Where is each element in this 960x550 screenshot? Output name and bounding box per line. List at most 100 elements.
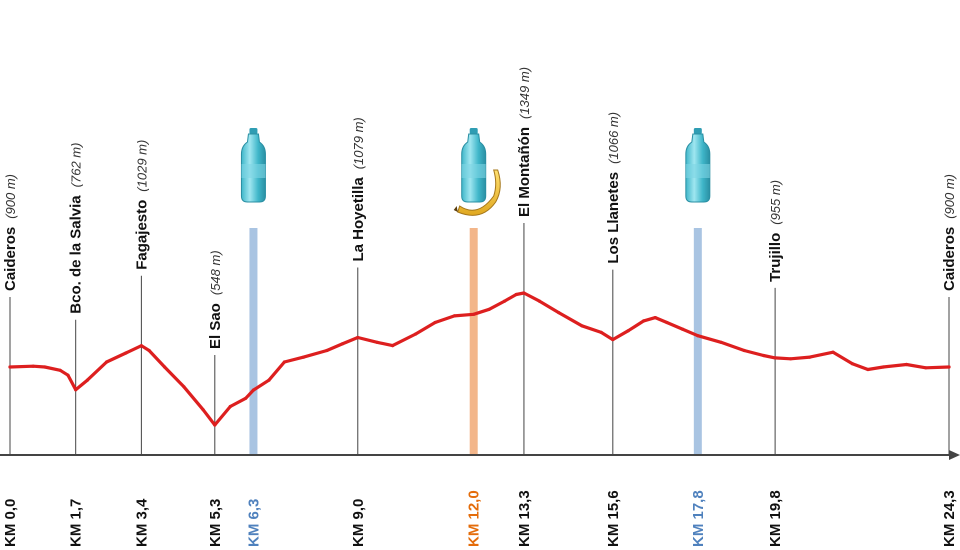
waypoint-name: Caideros: [941, 227, 958, 291]
waypoint-elevation: (1349 m): [517, 67, 532, 119]
km-tick-label: KM 19,8: [767, 490, 784, 547]
elevation-point: [282, 360, 286, 364]
elevation-point: [537, 299, 542, 303]
elevation-point: [626, 329, 630, 333]
km-tick-label: KM 0,0: [2, 499, 19, 547]
km-labels: KM 0,0 KM 1,7 KM 3,4 KM 5,3 KM 9,0 KM 13,3 KM …: [2, 490, 958, 547]
elevation-point: [302, 355, 306, 359]
elevation-point: [375, 340, 379, 344]
elevation-point: [503, 299, 507, 303]
waypoint-label: Caideros (900 m): [2, 174, 19, 291]
waypoint-label: Caideros (900 m): [941, 174, 958, 291]
elevation-point: [163, 365, 167, 369]
elevation-series: [8, 291, 951, 427]
elevation-point: [433, 320, 437, 325]
elevation-point: [267, 378, 271, 382]
waypoint-label: El Montañón (1349 m): [516, 67, 533, 217]
elevation-point: [789, 357, 793, 361]
elevation-point: [147, 348, 151, 353]
elevation-point: [680, 327, 685, 331]
elevation-point: [105, 360, 109, 364]
km-tick-label: KM 5,3: [207, 499, 224, 547]
elevation-point: [8, 365, 12, 369]
bottle-label: [461, 164, 486, 178]
elevation-point: [356, 335, 360, 340]
elevation-point: [850, 362, 855, 366]
waypoint-elevation: (900 m): [3, 174, 18, 219]
elevation-point: [904, 362, 909, 367]
waypoint-name: El Sao: [207, 303, 224, 349]
elevation-point: [414, 332, 418, 336]
elevation-point: [522, 291, 526, 295]
elevation-point: [452, 314, 456, 318]
elevation-point: [653, 316, 657, 320]
elevation-point: [244, 396, 248, 400]
supply-bars: [249, 228, 702, 455]
elevation-point: [213, 423, 217, 427]
km-tick-label: KM 12,0: [466, 490, 483, 547]
bottle-label: [685, 164, 710, 178]
elevation-point: [66, 373, 70, 377]
elevation-point: [742, 348, 746, 353]
elevation-point: [866, 367, 870, 372]
waypoint-lines: [9, 223, 950, 455]
waypoint-name: Trujillo: [767, 233, 784, 282]
waypoint-name: La Hoyetilla: [350, 177, 367, 262]
elevation-point: [124, 351, 128, 355]
elevation-point: [340, 342, 344, 346]
bottle-cap: [249, 128, 258, 134]
elevation-point: [58, 368, 62, 372]
elevation-point: [74, 388, 78, 392]
elevation-point: [514, 292, 518, 297]
waypoint-label: Los Llanetes (1066 m): [605, 112, 622, 264]
elevation-point: [831, 350, 835, 354]
elevation-point: [719, 340, 723, 344]
elevation-point: [31, 364, 35, 368]
waypoint-elevation: (955 m): [768, 180, 783, 225]
waypoint-name: Bco. de la Salvia: [68, 195, 85, 314]
supply-bar-km-6-3: [249, 228, 258, 455]
bottle-cap: [693, 128, 702, 134]
km-tick-label: KM 17,8: [690, 490, 707, 547]
waypoint-name: Los Llanetes: [605, 172, 622, 264]
banana-tip: [453, 206, 458, 212]
waypoint-elevation: (1066 m): [606, 112, 621, 164]
elevation-line: [8, 291, 951, 427]
elevation-point: [85, 378, 89, 382]
elevation-point: [325, 348, 329, 353]
elevation-point: [557, 311, 561, 315]
waypoint-label: El Sao (548 m): [207, 250, 224, 349]
km-tick-label: KM 13,3: [516, 490, 533, 547]
banana-icon: [453, 169, 501, 216]
banana-body: [457, 169, 501, 216]
km-tick-label: KM 1,7: [68, 499, 85, 547]
km-tick-label: KM 9,0: [350, 499, 367, 547]
elevation-point: [924, 366, 928, 370]
waypoint-elevation: (548 m): [208, 250, 223, 295]
elevation-point: [808, 355, 812, 359]
x-axis-arrowhead: [949, 450, 960, 460]
waypoint-label: La Hoyetilla (1079 m): [350, 117, 367, 261]
waypoint-label: Trujillo (955 m): [767, 180, 784, 282]
elevation-point: [599, 330, 603, 334]
elevation-point: [201, 408, 205, 412]
waypoint-name: Caideros: [2, 227, 19, 291]
bottle-cap: [469, 128, 478, 134]
supply-bar-km-17-8: [693, 228, 702, 455]
elevation-point: [251, 388, 255, 392]
waypoint-elevation: (1079 m): [351, 117, 366, 169]
km-tick-label: KM 24,3: [941, 490, 958, 547]
elevation-point: [182, 385, 186, 389]
elevation-point: [761, 353, 766, 358]
elevation-point: [228, 404, 232, 409]
bottle-label: [241, 164, 266, 178]
supply-bar-km-12: [469, 228, 478, 455]
waypoint-elevation: (1029 m): [134, 140, 149, 192]
waypoint-elevation: (900 m): [942, 174, 957, 219]
waypoint-label: Bco. de la Salvia (762 m): [68, 143, 85, 314]
elevation-point: [881, 365, 885, 369]
waypoint-label: Fagajesto (1029 m): [133, 140, 150, 270]
elevation-point: [642, 319, 646, 323]
km-tick-label: KM 6,3: [245, 499, 262, 547]
